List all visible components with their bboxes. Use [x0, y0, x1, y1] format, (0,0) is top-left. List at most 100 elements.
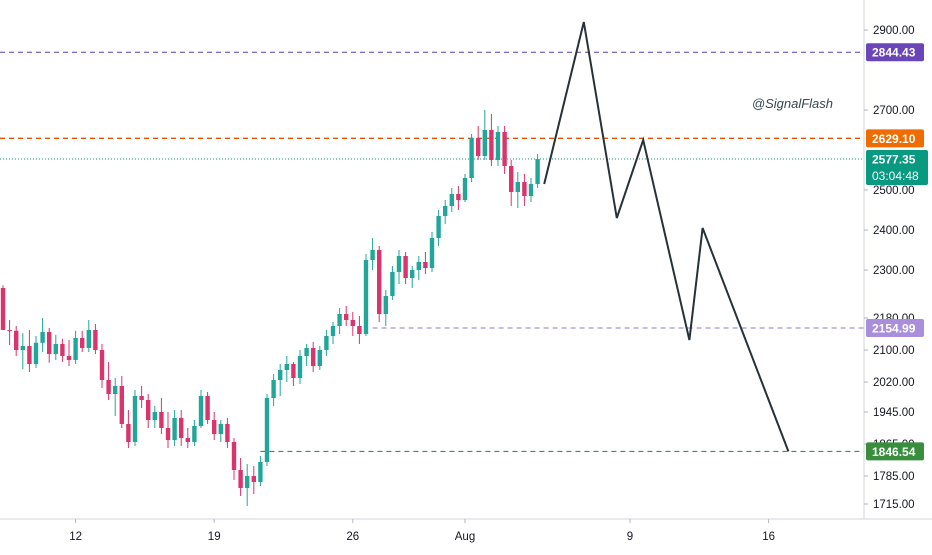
candle-body-38	[251, 476, 256, 482]
candle-body-69	[456, 194, 461, 200]
candle-body-0	[0, 288, 6, 330]
candle-body-54	[357, 326, 362, 334]
candle-body-20	[132, 396, 138, 442]
candle-body-45	[297, 356, 303, 378]
projection-line	[543, 21, 790, 452]
candle-body-73	[482, 130, 487, 156]
candle-body-13	[86, 330, 91, 348]
candle-body-19	[126, 424, 131, 442]
candle-body-1	[7, 330, 12, 331]
candle-body-55	[363, 260, 369, 334]
candle-body-59	[390, 272, 395, 296]
candle-body-25	[165, 428, 171, 440]
candle-body-15	[99, 350, 105, 380]
candle-body-26	[172, 418, 177, 440]
candle-body-78	[515, 182, 520, 192]
candle-body-40	[264, 398, 270, 462]
candle-body-28	[185, 438, 190, 442]
price-labels: 2844.43 2629.10 2154.99 1846.54 2577.35 03:04…	[866, 43, 928, 461]
x-tick-label-2: 26	[346, 531, 359, 543]
level-label-bg-0	[866, 43, 924, 62]
candle-body-65	[429, 238, 435, 268]
axes: 2900.002700.002500.002400.002300.002180.…	[0, 0, 932, 543]
candle-body-60	[396, 256, 402, 272]
candle-body-21	[139, 396, 144, 400]
candle-body-64	[423, 262, 428, 268]
candle-body-58	[383, 296, 388, 314]
candle-body-43	[284, 364, 289, 370]
level-label-3: 1846.54	[872, 445, 916, 459]
candle-body-7	[47, 332, 52, 354]
candle-body-53	[350, 320, 355, 326]
y-tick-label-4: 2300.00	[873, 265, 915, 277]
candle-body-37	[245, 476, 250, 488]
candle-body-24	[159, 412, 164, 428]
candle-body-47	[311, 348, 316, 366]
level-label-bg-2	[866, 319, 924, 338]
y-tick-label-11: 1715.00	[873, 499, 915, 511]
candle-body-17	[113, 386, 118, 394]
candles	[0, 110, 540, 506]
candle-body-2	[14, 330, 19, 350]
candle-body-41	[271, 380, 276, 398]
candle-body-68	[449, 194, 454, 206]
candle-body-31	[205, 396, 210, 420]
candle-body-61	[403, 256, 408, 278]
candle-body-4	[27, 346, 32, 364]
candle-body-27	[179, 418, 184, 438]
y-tick-label-7: 2020.00	[873, 377, 915, 389]
candle-body-57	[377, 250, 382, 314]
watermark-text: @SignalFlash	[752, 96, 833, 111]
y-tick-label-2: 2500.00	[873, 185, 915, 197]
candle-body-48	[317, 350, 322, 366]
candle-body-52	[344, 314, 349, 320]
candle-body-66	[436, 216, 441, 238]
y-tick-label-3: 2400.00	[873, 225, 915, 237]
x-tick-label-0: 12	[69, 531, 82, 543]
candle-body-16	[106, 380, 111, 394]
projection-path	[543, 21, 790, 452]
candle-body-70	[462, 178, 468, 200]
candle-body-36	[238, 470, 243, 488]
candle-body-81	[535, 159, 540, 184]
candle-body-9	[60, 344, 65, 356]
candle-body-22	[146, 400, 151, 420]
candle-body-50	[330, 326, 336, 336]
last-price-label-bg	[866, 150, 928, 186]
candle-body-67	[443, 206, 448, 216]
candle-body-14	[93, 330, 98, 350]
candle-body-34	[225, 424, 230, 442]
candle-body-72	[476, 138, 481, 156]
candle-body-5	[33, 342, 39, 364]
candle-body-39	[258, 462, 263, 482]
x-tick-label-5: 16	[762, 531, 775, 543]
candle-body-49	[324, 336, 329, 350]
candle-body-42	[278, 370, 283, 380]
level-label-2: 2154.99	[872, 322, 916, 336]
candle-body-32	[212, 420, 217, 434]
candle-body-79	[522, 182, 527, 196]
y-tick-label-8: 1945.00	[873, 407, 915, 419]
y-tick-label-1: 2700.00	[873, 105, 915, 117]
candle-body-77	[509, 166, 514, 192]
candle-body-74	[489, 130, 494, 160]
candle-body-80	[528, 184, 534, 196]
countdown-label: 03:04:48	[872, 169, 919, 183]
candle-body-51	[337, 314, 342, 326]
x-tick-label-4: 9	[627, 531, 633, 543]
y-tick-label-6: 2100.00	[873, 345, 915, 357]
candle-body-18	[119, 386, 124, 424]
x-tick-label-1: 19	[208, 531, 221, 543]
candle-body-56	[370, 250, 375, 260]
candle-body-30	[198, 396, 204, 426]
candle-body-11	[73, 338, 78, 360]
level-label-0: 2844.43	[872, 46, 916, 60]
x-tick-label-3: Aug	[455, 531, 475, 543]
level-label-bg-1	[866, 129, 924, 148]
candle-body-10	[66, 356, 72, 360]
candle-body-8	[53, 344, 58, 354]
candle-body-12	[80, 338, 85, 348]
candle-body-46	[304, 348, 309, 356]
